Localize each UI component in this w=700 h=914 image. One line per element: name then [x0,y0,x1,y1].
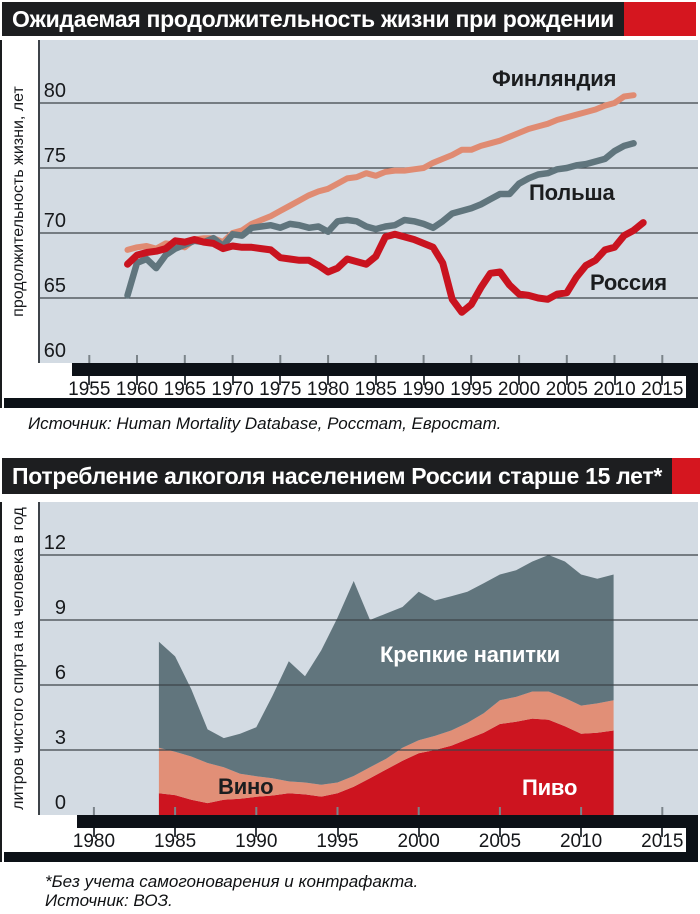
x-tick-label: 2000 [497,379,541,400]
x-tick-label: 2015 [641,831,684,852]
x-tick-label: 1955 [68,379,111,400]
x-tick-mark [327,376,330,385]
figure2-footnote: *Без учета самогоноварения и контрафакта… [45,872,418,910]
line-series-1 [124,140,637,299]
figure2-y-axis-line [38,502,40,815]
x-tick-label: 2005 [545,379,588,400]
figure2-shadow-right [686,815,698,862]
x-tick-label: 2005 [478,831,522,852]
figure2-x-axis-bar [77,815,698,828]
x-tick-label: 1965 [163,379,206,400]
series-label-strong-drinks: Крепкие напитки [380,642,560,667]
y-tick-label: 3 [54,726,66,749]
y-tick-label: 6 [54,661,66,684]
x-tick-mark [374,376,377,385]
figure1-title: Ожидаемая продолжительность жизни при ро… [12,5,615,32]
x-tick-mark [470,376,473,385]
x-tick-label: 1995 [450,379,493,400]
x-tick-label: 2000 [397,831,440,852]
x-tick-label: 1975 [259,379,302,400]
x-tick-mark [518,376,521,385]
area-series-1 [158,691,614,804]
x-tick-mark [231,376,234,385]
y-tick-label: 65 [43,275,66,297]
x-tick-label: 2015 [641,379,684,400]
figure1-y-axis-line [38,40,40,363]
x-tick-label: 1970 [211,379,254,400]
series-label-wine: Вино [218,774,274,799]
figure1-accent-block [624,2,696,36]
alcohol-consumption-chart [40,554,698,815]
y-tick-label: 80 [43,80,66,102]
x-tick-mark [174,828,177,837]
series-label-finland: Финляндия [492,66,617,91]
figure1-x-axis-bar [72,363,698,376]
figure1-source: Источник: Human Mortality Database, Росс… [28,414,502,433]
y-tick-label: 60 [43,340,66,362]
figure1-shadow-bottom [4,398,698,408]
x-tick-mark [417,828,420,837]
y-tick-label: 12 [43,531,66,554]
figure2-title: Потребление алкоголя населением России с… [12,462,662,489]
figure1-shadow-right [686,363,698,408]
x-tick-mark [336,828,339,837]
x-tick-label: 1980 [72,831,116,852]
area-series-0 [158,718,614,815]
footnote-line2: Источник: ВОЗ. [45,891,173,910]
x-tick-mark [255,828,258,837]
x-tick-label: 1990 [402,379,445,400]
series-label-beer: Пиво [522,775,578,800]
area-series-2 [158,555,614,785]
x-tick-mark [136,376,139,385]
x-tick-mark [183,376,186,385]
figure2-plot-region: литров чистого спирта на человека в год … [0,502,700,862]
x-tick-mark [422,376,425,385]
x-tick-mark [661,828,664,837]
x-tick-mark [565,376,568,385]
y-tick-label: 0 [54,792,66,814]
footnote-line1: *Без учета самогоноварения и контрафакта… [45,872,419,891]
figure2-accent-block [671,458,700,494]
series-label-poland: Польша [529,180,615,205]
x-tick-label: 1960 [115,379,159,400]
x-tick-mark [88,376,91,385]
figure1-plot-region: продолжительность жизни, лет 60 65 70 75 80 … [0,40,700,408]
figure2-x-tick-labels: 1980 1985 1990 1995 2000 2005 2010 2015 [40,828,686,852]
figure2-shadow-bottom [4,852,698,862]
figure2-title-bar: Потребление алкоголя населением России с… [2,458,700,494]
figure1-x-tick-labels: 1955 1960 1965 1970 1975 1980 1985 1990 1995 2000… [40,376,686,400]
y-tick-label: 70 [43,210,66,232]
y-tick-label: 9 [54,596,66,619]
x-tick-label: 1985 [153,831,197,852]
life-expectancy-chart [40,92,698,363]
x-tick-label: 2010 [593,379,636,400]
series-label-russia: Россия [590,270,667,295]
x-tick-label: 1980 [306,379,350,400]
x-tick-label: 1990 [235,831,278,852]
x-tick-mark [498,828,501,837]
line-series-2 [124,219,647,316]
y-tick-label: 75 [43,145,66,167]
x-tick-mark [92,828,95,837]
figure1-panel [40,40,698,363]
x-tick-mark [279,376,282,385]
x-tick-label: 1995 [316,831,359,852]
x-tick-mark [613,376,616,385]
x-tick-mark [580,828,583,837]
figure1-title-bar: Ожидаемая продолжительность жизни при ро… [2,2,696,36]
x-tick-mark [661,376,664,385]
x-tick-label: 2010 [559,831,603,852]
x-tick-label: 1985 [354,379,397,400]
